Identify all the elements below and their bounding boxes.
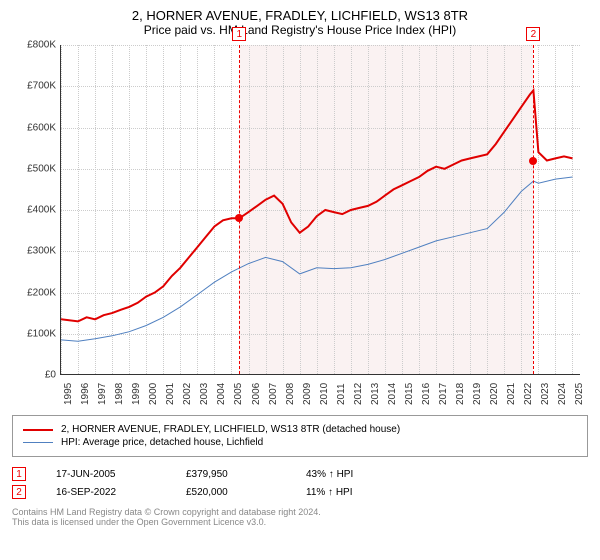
series-price_paid: [61, 90, 573, 321]
x-axis-label: 2016: [421, 383, 425, 405]
page-subtitle: Price paid vs. HM Land Registry's House …: [12, 23, 588, 37]
y-axis-label: £300K: [12, 246, 56, 257]
legend-item: 2, HORNER AVENUE, FRADLEY, LICHFIELD, WS…: [23, 424, 577, 435]
footer-line: Contains HM Land Registry data © Crown c…: [12, 507, 588, 517]
x-axis-label: 2002: [182, 383, 186, 405]
x-axis-label: 2008: [285, 383, 289, 405]
x-axis-label: 1996: [80, 383, 84, 405]
sale-row: 216-SEP-2022£520,00011% ↑ HPI: [12, 485, 588, 499]
x-axis-label: 2017: [438, 383, 442, 405]
x-axis-label: 2007: [268, 383, 272, 405]
series-hpi: [61, 177, 573, 341]
x-axis-label: 2012: [353, 383, 357, 405]
page-title: 2, HORNER AVENUE, FRADLEY, LICHFIELD, WS…: [12, 8, 588, 23]
x-axis-label: 1998: [114, 383, 118, 405]
y-axis-label: £700K: [12, 81, 56, 92]
legend-item: HPI: Average price, detached house, Lich…: [23, 437, 577, 448]
x-axis-label: 2015: [404, 383, 408, 405]
x-axis-label: 2014: [387, 383, 391, 405]
x-axis-label: 2004: [216, 383, 220, 405]
x-axis-label: 2024: [557, 383, 561, 405]
x-axis-label: 1999: [131, 383, 135, 405]
sale-marker-icon: 2: [12, 485, 26, 499]
x-axis-label: 1995: [63, 383, 67, 405]
footer-attribution: Contains HM Land Registry data © Crown c…: [12, 507, 588, 527]
x-axis-label: 2022: [523, 383, 527, 405]
x-axis-label: 1997: [97, 383, 101, 405]
chart-legend: 2, HORNER AVENUE, FRADLEY, LICHFIELD, WS…: [12, 415, 588, 457]
y-axis-label: £100K: [12, 328, 56, 339]
sale-row: 117-JUN-2005£379,95043% ↑ HPI: [12, 467, 588, 481]
x-axis-label: 2021: [506, 383, 510, 405]
sale-marker-icon: 1: [12, 467, 26, 481]
y-axis-label: £600K: [12, 122, 56, 133]
x-axis-label: 2025: [574, 383, 578, 405]
x-axis-label: 2018: [455, 383, 459, 405]
x-axis-label: 2003: [199, 383, 203, 405]
x-axis-label: 2001: [165, 383, 169, 405]
x-axis-label: 2019: [472, 383, 476, 405]
sales-table: 117-JUN-2005£379,95043% ↑ HPI 216-SEP-202…: [12, 467, 588, 499]
price-chart: £0£100K£200K£300K£400K£500K£600K£700K£80…: [12, 45, 588, 405]
sale-marker-flag: 1: [232, 27, 246, 41]
y-axis-label: £200K: [12, 287, 56, 298]
x-axis-label: 2000: [148, 383, 152, 405]
x-axis-label: 2023: [540, 383, 544, 405]
x-axis-label: 2005: [233, 383, 237, 405]
y-axis-label: £400K: [12, 205, 56, 216]
x-axis-label: 2013: [370, 383, 374, 405]
x-axis-label: 2011: [336, 383, 340, 405]
x-axis-label: 2020: [489, 383, 493, 405]
y-axis-label: £500K: [12, 163, 56, 174]
y-axis-label: £0: [12, 370, 56, 381]
x-axis-label: 2006: [251, 383, 255, 405]
sale-marker-flag: 2: [526, 27, 540, 41]
x-axis-label: 2010: [319, 383, 323, 405]
footer-line: This data is licensed under the Open Gov…: [12, 517, 588, 527]
y-axis-label: £800K: [12, 40, 56, 51]
x-axis-label: 2009: [302, 383, 306, 405]
